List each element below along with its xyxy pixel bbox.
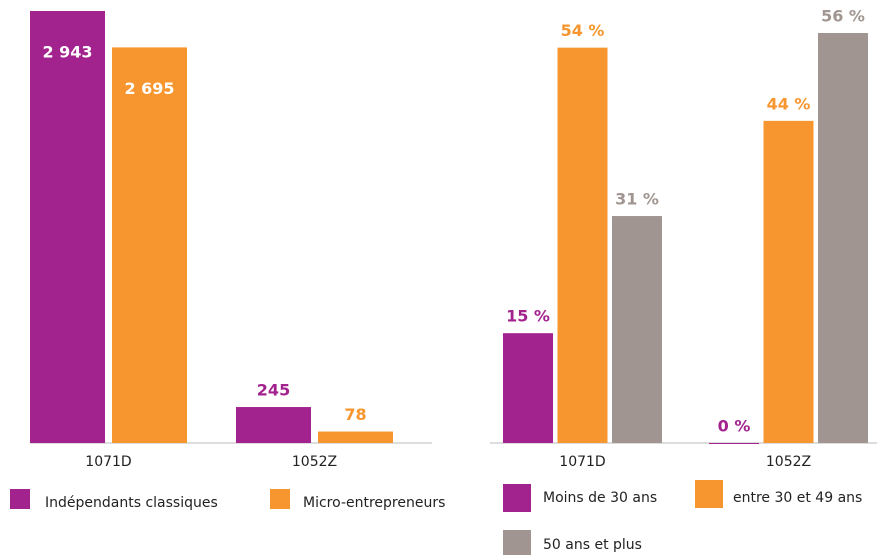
x-tick-label: 1052Z [766,454,811,470]
legend-swatch [270,489,290,509]
legend-swatch [503,530,531,555]
legend-swatch [695,480,723,508]
legend-label: entre 30 et 49 ans [733,490,862,506]
legend-label: Moins de 30 ans [543,490,657,506]
x-tick-label: 1052Z [292,454,337,470]
legend-swatch [10,489,30,509]
x-tick-label: 1071D [559,454,605,470]
bar [763,120,814,443]
bar [612,216,662,443]
bar [30,11,105,443]
value-label: 44 % [767,94,811,113]
value-label: 56 % [821,7,865,26]
bar [557,47,608,444]
bar [318,431,393,443]
value-label: 2 695 [124,79,174,98]
x-tick-label: 1071D [85,454,131,470]
bar [818,33,868,443]
bar [112,47,187,443]
bar [503,333,553,443]
bar [236,407,311,443]
legend-swatch [503,484,531,512]
value-label: 78 [344,405,366,424]
bar [709,443,759,444]
value-label: 31 % [615,190,659,209]
value-label: 245 [257,381,290,400]
legend-label: 50 ans et plus [543,537,642,553]
legend-label: Micro-entrepreneurs [303,495,445,511]
value-label: 54 % [561,21,605,40]
value-label: 2 943 [42,43,92,62]
value-label: 0 % [718,417,751,436]
value-label: 15 % [506,307,550,326]
legend-label: Indépendants classiques [45,495,218,511]
